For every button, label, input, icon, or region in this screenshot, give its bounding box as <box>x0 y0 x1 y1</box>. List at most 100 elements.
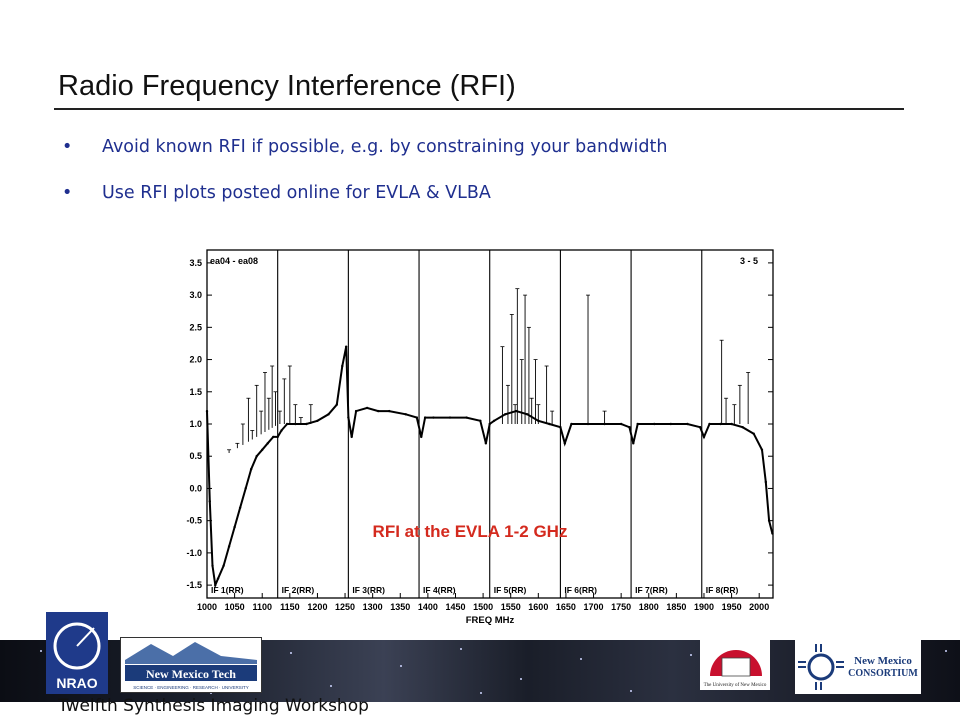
spectrum-point <box>214 583 217 587</box>
spectrum-point <box>526 413 529 416</box>
spectrum-point <box>730 422 733 426</box>
spectrum-point <box>354 409 358 413</box>
spectrum-point <box>305 422 308 426</box>
spectrum-point <box>238 506 242 509</box>
spectrum-point <box>415 416 419 419</box>
spectrum-point <box>280 429 283 432</box>
if-band-label: IF 2(RR) <box>282 585 315 595</box>
spectrum-point <box>233 525 236 529</box>
spectrum-point <box>376 409 380 413</box>
spectrum-point <box>484 442 488 445</box>
x-tick-label: 1350 <box>390 602 410 612</box>
star-dot <box>945 650 947 652</box>
svg-text:The University of New Mexico: The University of New Mexico <box>704 683 767 688</box>
y-tick-label: 2.0 <box>189 355 202 365</box>
title-divider <box>54 108 904 110</box>
x-tick-label: 1900 <box>694 602 714 612</box>
spectrum-point <box>335 403 338 406</box>
spectrum-point <box>347 416 350 419</box>
if-band-label: IF 5(RR) <box>494 585 527 595</box>
spectrum-point <box>632 442 635 445</box>
spectrum-point <box>341 364 344 368</box>
spectrum-point <box>249 467 253 471</box>
spectrum-point <box>255 455 258 458</box>
spectrum-point <box>653 422 656 426</box>
nm-consortium-logo: New Mexico CONSORTIUM <box>795 640 921 694</box>
nrao-logo: NRAO <box>46 612 108 694</box>
x-tick-label: 1850 <box>666 602 686 612</box>
x-tick-label: 1250 <box>335 602 355 612</box>
nmt-logo-graphic: New Mexico Tech SCIENCE · ENGINEERING · … <box>125 642 257 690</box>
x-tick-label: 1150 <box>280 602 300 612</box>
spectrum-point <box>423 416 427 419</box>
spectrum-point <box>563 442 567 445</box>
panel-label: 3 - 5 <box>740 256 758 266</box>
star-dot <box>580 658 582 660</box>
spectrum-point <box>344 345 348 348</box>
star-dot <box>520 678 522 680</box>
spectrum-point <box>227 545 231 548</box>
y-tick-label: -1.0 <box>186 548 202 558</box>
spectrum-point <box>708 422 711 426</box>
figure-caption: RFI at the EVLA 1-2 GHz <box>373 522 568 541</box>
spectrum-point <box>548 422 551 426</box>
spectrum-point <box>211 564 214 567</box>
svg-text:CONSORTIUM: CONSORTIUM <box>848 668 918 679</box>
star-dot <box>630 690 632 692</box>
nmc-zia-graphic: New Mexico CONSORTIUM <box>798 644 918 690</box>
svg-text:SCIENCE · ENGINEERING · RESEAR: SCIENCE · ENGINEERING · RESEARCH · UNIVE… <box>133 685 249 690</box>
y-tick-label: 2.5 <box>189 322 202 332</box>
x-axis-ticks: 1000 1050 1100 1150 1200 1250 1300 1350 1400 1450… <box>197 593 769 612</box>
spectrum-point <box>686 422 689 426</box>
x-tick-label: 1300 <box>363 602 383 612</box>
bullet-list: • Avoid known RFI if possible, e.g. by c… <box>62 134 667 226</box>
spectrum-point <box>244 487 247 490</box>
spectrum-point <box>285 422 289 426</box>
y-tick-label: 3.5 <box>189 258 202 268</box>
spectrum-point <box>448 416 452 419</box>
if-band-label: IF 4(RR) <box>423 585 456 595</box>
unm-seal-graphic: The University of New Mexico <box>704 650 767 688</box>
if-band-label: IF 1(RR) <box>211 585 244 595</box>
star-dot <box>210 692 212 694</box>
spectrum-point <box>636 422 639 426</box>
spectrum-point <box>719 422 722 426</box>
nrao-dish-icon: NRAO <box>53 622 101 691</box>
slide-title: Radio Frequency Interference (RFI) <box>58 70 516 102</box>
x-tick-label: 2000 <box>749 602 769 612</box>
y-tick-label: 0.0 <box>189 483 202 493</box>
x-tick-label: 1500 <box>473 602 493 612</box>
x-tick-label: 1650 <box>556 602 576 612</box>
unm-logo: The University of New Mexico <box>700 640 770 690</box>
x-tick-label: 1050 <box>225 602 245 612</box>
svg-text:NRAO: NRAO <box>56 675 97 691</box>
bullet-item: • Use RFI plots posted online for EVLA &… <box>62 180 667 226</box>
x-tick-label: 1550 <box>501 602 521 612</box>
spectrum-point <box>760 448 764 451</box>
x-tick-label: 1200 <box>307 602 327 612</box>
y-tick-label: -1.5 <box>186 580 202 590</box>
bullet-text: Avoid known RFI if possible, e.g. by con… <box>102 137 668 157</box>
x-axis-label: FREQ MHz <box>466 615 515 626</box>
x-tick-label: 1750 <box>611 602 631 612</box>
baseline-label: ea04 - ea08 <box>210 256 258 266</box>
spectrum-point <box>669 422 673 426</box>
spectrum-point <box>316 419 319 422</box>
spectrum-point <box>492 419 496 422</box>
svg-text:New Mexico: New Mexico <box>854 655 912 667</box>
y-tick-label: 1.5 <box>189 387 202 397</box>
if-band-label: IF 8(RR) <box>706 585 739 595</box>
star-dot <box>290 652 292 654</box>
x-tick-label: 1700 <box>584 602 604 612</box>
y-tick-label: 0.5 <box>189 451 202 461</box>
spectrum-line <box>206 346 774 589</box>
if-band-label: IF 7(RR) <box>635 585 668 595</box>
spectrum-point <box>764 480 768 484</box>
bullet-dot: • <box>62 183 73 203</box>
spectrum-point <box>208 500 211 503</box>
y-tick-label: 1.0 <box>189 419 202 429</box>
new-mexico-tech-logo: New Mexico Tech SCIENCE · ENGINEERING · … <box>120 637 262 693</box>
x-tick-label: 1450 <box>445 602 465 612</box>
x-tick-label: 1400 <box>418 602 438 612</box>
bullet-dot: • <box>62 137 73 157</box>
